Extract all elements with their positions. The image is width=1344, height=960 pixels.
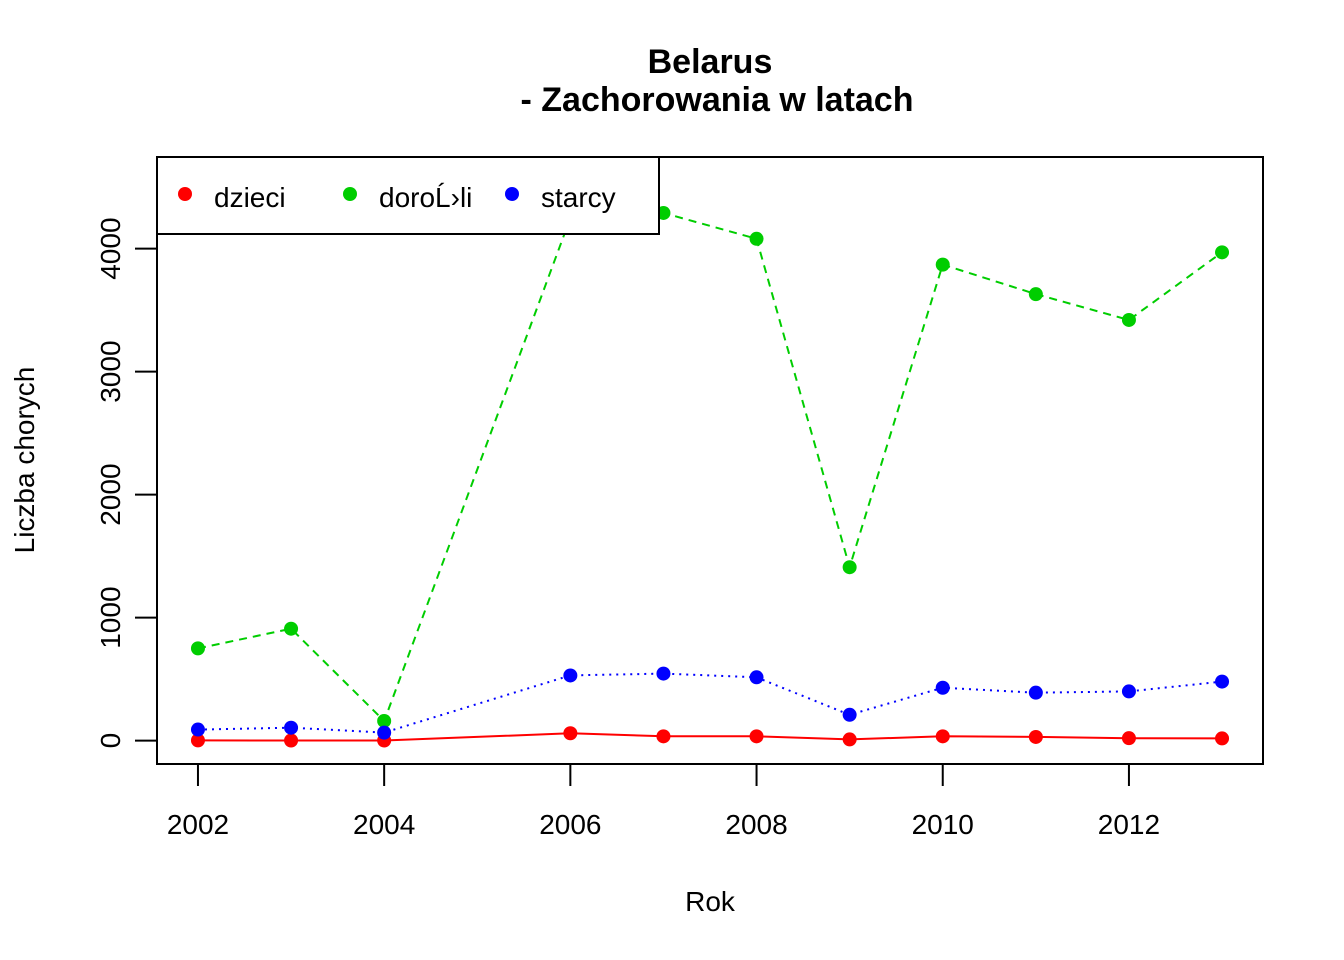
- data-point: [1121, 684, 1136, 699]
- x-axis: 2002 2004 2006 2008 2010 2012: [167, 763, 1160, 840]
- data-point: [749, 670, 764, 685]
- data-point: [563, 668, 578, 683]
- data-point: [842, 707, 857, 722]
- legend-box: [156, 156, 660, 235]
- x-axis-label: Rok: [685, 886, 736, 917]
- data-point: [1215, 674, 1230, 689]
- data-point: [935, 729, 950, 744]
- chart-subtitle: - Zachorowania w latach: [521, 81, 914, 119]
- chart-title: Belarus: [648, 43, 773, 81]
- x-tick-label: 2012: [1098, 809, 1160, 840]
- data-point: [749, 231, 764, 246]
- data-point: [284, 733, 299, 748]
- data-point: [656, 729, 671, 744]
- y-tick-label: 0: [95, 733, 126, 749]
- data-point: [749, 729, 764, 744]
- data-point: [656, 666, 671, 681]
- data-point: [935, 257, 950, 272]
- y-tick-label: 3000: [95, 340, 126, 402]
- data-point: [1028, 287, 1043, 302]
- data-point: [1028, 685, 1043, 700]
- legend: dzieci doroĹ›li starcy: [156, 156, 660, 235]
- series-line-dzieci: [197, 732, 1223, 742]
- data-point: [377, 713, 392, 728]
- series-line-starcy: [197, 672, 1223, 734]
- data-point: [842, 560, 857, 575]
- x-tick-label: 2010: [912, 809, 974, 840]
- series-layer: [190, 205, 1230, 748]
- data-point: [377, 725, 392, 740]
- y-tick-label: 2000: [95, 463, 126, 525]
- data-point: [190, 722, 205, 737]
- y-tick-label: 1000: [95, 586, 126, 648]
- legend-label: dzieci: [214, 182, 286, 213]
- data-point: [190, 641, 205, 656]
- y-axis-label: Liczba chorych: [9, 367, 40, 554]
- data-point: [935, 680, 950, 695]
- data-point: [1121, 312, 1136, 327]
- data-point: [1215, 245, 1230, 260]
- x-tick-label: 2002: [167, 809, 229, 840]
- series-line-doroli: [197, 211, 1223, 723]
- legend-marker: [505, 187, 519, 201]
- data-point: [1121, 731, 1136, 746]
- y-tick-label: 4000: [95, 217, 126, 279]
- x-tick-label: 2006: [539, 809, 601, 840]
- x-tick-label: 2004: [353, 809, 415, 840]
- data-point: [1215, 731, 1230, 746]
- y-axis: 0 1000 2000 3000 4000: [95, 217, 158, 749]
- data-point: [1028, 729, 1043, 744]
- data-point: [563, 726, 578, 741]
- data-point: [190, 733, 205, 748]
- data-point: [284, 720, 299, 735]
- legend-marker: [343, 187, 357, 201]
- x-tick-label: 2008: [725, 809, 787, 840]
- data-point: [284, 621, 299, 636]
- legend-label: starcy: [541, 182, 616, 213]
- data-point: [842, 732, 857, 747]
- legend-label: doroĹ›li: [379, 182, 472, 213]
- plot-box: [156, 156, 1264, 765]
- legend-marker: [178, 187, 192, 201]
